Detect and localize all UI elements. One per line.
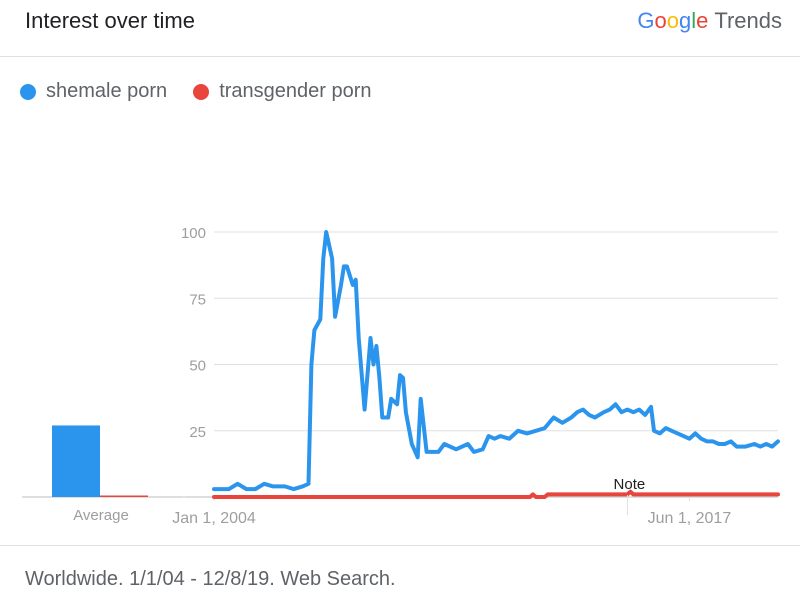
y-tick-label: 25 <box>189 424 206 441</box>
series-line-transgender-porn[interactable] <box>212 489 780 499</box>
legend-dot-icon <box>20 83 36 100</box>
footer-divider <box>0 545 800 546</box>
x-tick-label: Jun 1, 2017 <box>648 510 732 527</box>
interest-chart[interactable]: 25 50 75 100 Average Jan 1, 2004 Jun 1, 2017No… <box>0 0 800 545</box>
series-line-shemale-porn[interactable] <box>212 230 780 492</box>
legend-label: shemale porn <box>46 80 168 102</box>
x-tick-label: Jan 1, 2004 <box>172 510 256 527</box>
average-bar-shemale-porn[interactable] <box>52 425 100 497</box>
y-tick-label: 100 <box>181 225 206 242</box>
legend-item-shemale-porn[interactable]: shemale porn <box>20 80 167 103</box>
page-title: Interest over time <box>25 8 195 33</box>
average-label: Average <box>73 507 129 524</box>
legend-label: transgender porn <box>219 80 372 102</box>
note-label[interactable]: Note <box>614 476 646 493</box>
y-tick-label: 75 <box>189 291 206 308</box>
average-bar-transgender-porn[interactable] <box>100 495 148 498</box>
chart-legend: shemale porn transgender porn <box>20 80 398 103</box>
header: Interest over time Google Trends <box>0 0 800 57</box>
legend-item-transgender-porn[interactable]: transgender porn <box>193 80 372 103</box>
google-trends-logo[interactable]: Google Trends <box>637 8 782 33</box>
footer-caption: Worldwide. 1/1/04 - 12/8/19. Web Search. <box>25 568 396 590</box>
y-tick-label: 50 <box>189 358 206 375</box>
legend-dot-icon <box>193 83 210 100</box>
